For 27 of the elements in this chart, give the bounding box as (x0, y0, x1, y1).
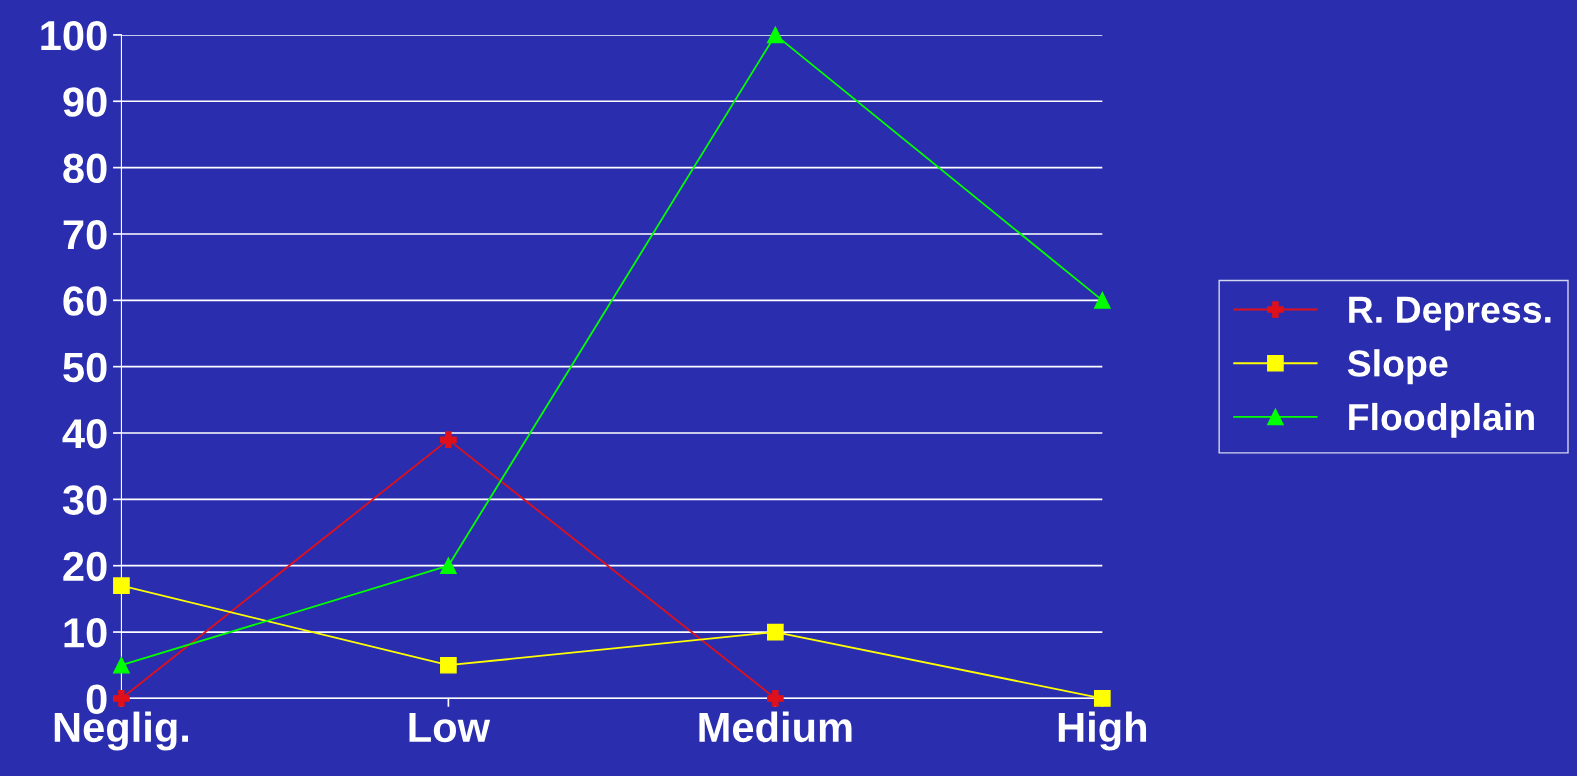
y-tick-label: 100 (41, 20, 107, 51)
point (440, 656, 457, 674)
y-tick-label: 90 (63, 87, 107, 117)
point (767, 623, 784, 641)
y-tick-label: 30 (62, 485, 107, 515)
point (1093, 291, 1111, 309)
x-tick-label: Medium (699, 711, 852, 743)
legend-label: Floodplain (1349, 402, 1534, 438)
point (440, 431, 457, 448)
y-tick-label: 20 (63, 551, 107, 582)
x-tick-label: Low (409, 713, 491, 743)
point (1093, 690, 1111, 707)
legend-label: R. Depress. (1349, 296, 1551, 331)
y-tick-label: 60 (63, 286, 107, 316)
legend-label: Slope (1347, 349, 1448, 385)
point (113, 656, 130, 674)
point (767, 26, 784, 44)
point (113, 690, 130, 707)
point (767, 690, 784, 707)
y-tick-label: 80 (63, 153, 107, 184)
point (440, 557, 457, 575)
point (113, 577, 130, 594)
y-tick-label: 10 (64, 618, 107, 648)
y-tick-label: 50 (63, 352, 107, 383)
y-tick-label: 40 (62, 419, 107, 449)
y-tick-label: 70 (63, 219, 107, 250)
x-tick-label: High (1058, 711, 1147, 751)
